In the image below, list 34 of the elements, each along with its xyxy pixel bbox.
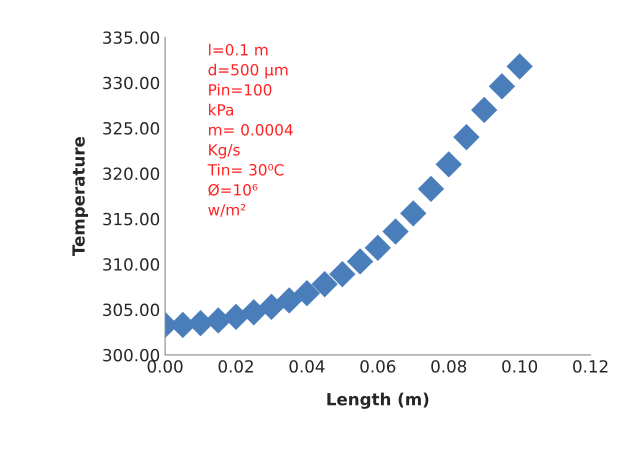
x-tick-label: 0.06	[360, 360, 396, 373]
x-tick-label: 0.08	[431, 360, 466, 373]
x-tick-label: 0.04	[289, 360, 325, 373]
point	[436, 151, 462, 178]
point	[294, 280, 320, 306]
point	[346, 248, 374, 275]
y-tick-label: 305.00	[103, 304, 160, 316]
x-tick-label: 0.02	[218, 360, 253, 373]
point	[382, 218, 409, 245]
point	[258, 294, 285, 320]
y-tick-label: 300.00	[103, 348, 160, 362]
point	[276, 287, 302, 314]
y-tick-label: 325.00	[103, 122, 160, 135]
x-tick-label: 0.00	[148, 360, 183, 373]
y-axis-title: Temperature	[72, 137, 88, 256]
y-tick-label: 310.00	[103, 258, 160, 271]
point	[418, 176, 444, 202]
x-tick-label: 0.12	[573, 360, 608, 373]
point	[506, 53, 533, 80]
y-tick-label: 330.00	[103, 76, 160, 90]
y-tick-label: 315.00	[103, 212, 160, 226]
point	[488, 73, 516, 100]
x-tick-label: 0.10	[502, 360, 538, 373]
point	[453, 124, 480, 150]
point	[364, 234, 391, 262]
point	[311, 270, 338, 298]
y-tick-label: 335.00	[103, 31, 160, 44]
point	[240, 299, 267, 326]
point	[471, 96, 498, 124]
point	[400, 200, 426, 227]
point	[329, 260, 356, 288]
y-tick-label: 320.00	[103, 167, 160, 180]
text: l=0.1 m d=500 μm Pin=100 kPa m= 0.0004 Kg/s Tin= 30⁰C Ø=10⁶ w/m²	[208, 44, 293, 217]
x-axis-title: Length (m)	[327, 392, 428, 409]
